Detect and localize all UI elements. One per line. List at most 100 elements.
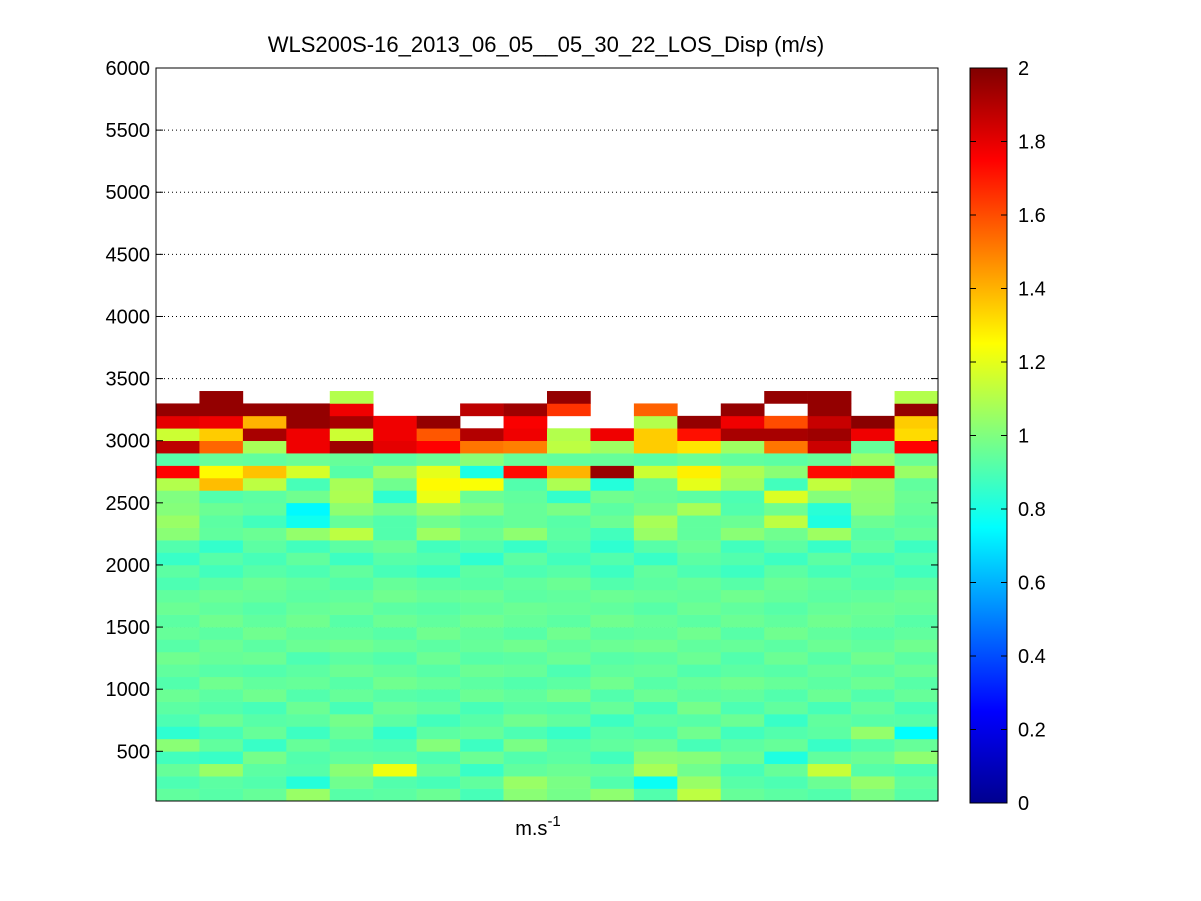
heatmap-cell [547, 503, 591, 516]
heatmap-cell [460, 652, 504, 665]
heatmap-cell [677, 789, 721, 802]
heatmap-cell [764, 702, 808, 715]
heatmap-cell [764, 416, 808, 429]
heatmap-cell [286, 490, 330, 503]
heatmap-cell [460, 739, 504, 752]
heatmap-cell [156, 528, 200, 541]
heatmap-cell [721, 428, 765, 441]
heatmap-cell [590, 751, 634, 764]
heatmap-cell [504, 627, 548, 640]
heatmap-cell [808, 652, 852, 665]
heatmap-cell [417, 441, 461, 454]
heatmap-cell [677, 702, 721, 715]
heatmap-cell [764, 441, 808, 454]
heatmap-cell [504, 441, 548, 454]
heatmap-cell [504, 577, 548, 590]
heatmap-cell [373, 553, 417, 566]
heatmap-cell [156, 428, 200, 441]
heatmap-cell [764, 577, 808, 590]
heatmap-cell [634, 453, 678, 466]
heatmap-cell [677, 689, 721, 702]
plot-area: 500 1000 1500 2000 2500 3000 3500 4000 4500 5000 5… [106, 58, 939, 801]
heatmap-cell [808, 689, 852, 702]
heatmap-cell [764, 466, 808, 479]
heatmap-cell [634, 726, 678, 739]
heatmap-cell [199, 652, 243, 665]
heatmap-cell [286, 453, 330, 466]
heatmap-cell [504, 702, 548, 715]
heatmap-cell [808, 739, 852, 752]
heatmap-cell [721, 751, 765, 764]
heatmap-cell [634, 416, 678, 429]
heatmap-cell [504, 602, 548, 615]
heatmap-cell [373, 540, 417, 553]
heatmap-cell [808, 515, 852, 528]
heatmap-cell [373, 416, 417, 429]
heatmap-cell [243, 565, 287, 578]
heatmap-cell [590, 577, 634, 590]
heatmap-cell [547, 652, 591, 665]
heatmap-cell [677, 453, 721, 466]
heatmap-cell [677, 615, 721, 628]
heatmap-cell [634, 590, 678, 603]
heatmap-cell [286, 403, 330, 416]
heatmap-cell [808, 391, 852, 404]
heatmap-cell [721, 441, 765, 454]
heatmap-cell [373, 739, 417, 752]
heatmap-cell [677, 664, 721, 677]
heatmap-cell [504, 789, 548, 802]
y-tick-label: 6000 [106, 58, 151, 80]
y-tick-label: 2000 [106, 555, 151, 577]
heatmap-cell [460, 789, 504, 802]
heatmap-cell [764, 540, 808, 553]
heatmap-cell [199, 553, 243, 566]
heatmap-cell [721, 714, 765, 727]
heatmap-cell [286, 441, 330, 454]
heatmap-cell [460, 602, 504, 615]
heatmap-cell [199, 577, 243, 590]
heatmap-cell [373, 490, 417, 503]
x-axis-label-superscript: -1 [547, 813, 560, 830]
heatmap-cell [547, 528, 591, 541]
heatmap-cell [460, 726, 504, 739]
heatmap-cell [156, 714, 200, 727]
heatmap-cell [199, 403, 243, 416]
heatmap-cell [677, 639, 721, 652]
heatmap-cell [764, 664, 808, 677]
heatmap-cell [460, 441, 504, 454]
heatmap-cell [721, 776, 765, 789]
heatmap-cell [764, 689, 808, 702]
heatmap-cell [895, 639, 939, 652]
heatmap-cell [547, 714, 591, 727]
heatmap-cell [808, 403, 852, 416]
heatmap-cell [634, 565, 678, 578]
heatmap-cell [677, 577, 721, 590]
heatmap-cell [460, 540, 504, 553]
heatmap-cell [330, 490, 374, 503]
heatmap-cell [808, 441, 852, 454]
heatmap-cell [721, 726, 765, 739]
heatmap-cell [547, 739, 591, 752]
heatmap-cell [590, 776, 634, 789]
heatmap-cell [460, 702, 504, 715]
heatmap-cell [895, 590, 939, 603]
heatmap-cell [895, 416, 939, 429]
heatmap-cell [286, 553, 330, 566]
heatmap-cell [417, 776, 461, 789]
heatmap-cell [417, 789, 461, 802]
heatmap-cell [417, 677, 461, 690]
heatmap-cell [156, 739, 200, 752]
y-tick-label: 4500 [106, 244, 151, 266]
heatmap-cell [243, 739, 287, 752]
heatmap-cell [330, 428, 374, 441]
heatmap-cell [460, 627, 504, 640]
heatmap-cell [547, 565, 591, 578]
heatmap-cell [330, 416, 374, 429]
heatmap-cell [634, 764, 678, 777]
heatmap-cell [808, 751, 852, 764]
heatmap-cell [721, 490, 765, 503]
heatmap-cell [851, 751, 895, 764]
heatmap-cell [808, 639, 852, 652]
heatmap-cell [895, 664, 939, 677]
